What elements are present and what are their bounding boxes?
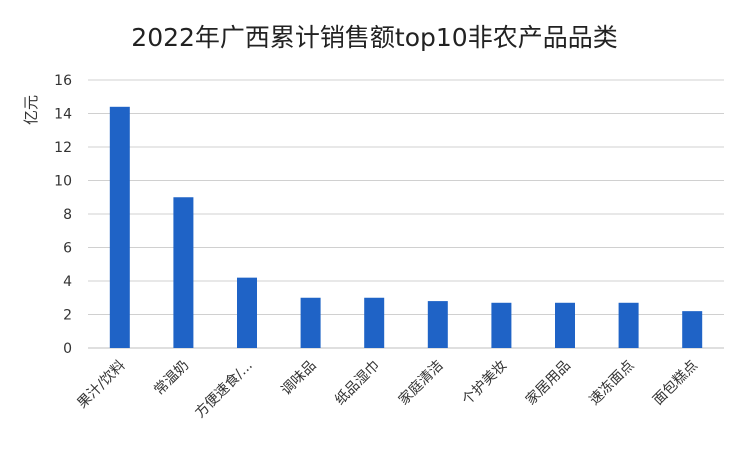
y-tick-label: 12 bbox=[54, 140, 72, 156]
x-tick-label: 个护美妆 bbox=[459, 358, 510, 409]
bar bbox=[427, 301, 448, 348]
y-tick-label: 8 bbox=[63, 207, 72, 223]
x-tick-label: 调味品 bbox=[278, 358, 319, 399]
x-tick-label: 面包糕点 bbox=[650, 358, 701, 409]
y-tick-label: 10 bbox=[54, 174, 72, 190]
x-tick-label: 纸品湿巾 bbox=[332, 358, 383, 409]
x-tick-label: 家庭清洁 bbox=[395, 357, 447, 409]
bar bbox=[555, 302, 575, 348]
y-tick-label: 2 bbox=[63, 308, 72, 324]
y-tick-label: 0 bbox=[63, 341, 72, 357]
y-tick-label: 14 bbox=[54, 107, 72, 123]
bar bbox=[300, 297, 321, 348]
x-tick-label: 常温奶 bbox=[151, 358, 192, 399]
bar bbox=[109, 106, 130, 348]
y-tick-label: 16 bbox=[54, 73, 72, 89]
y-tick-label: 6 bbox=[63, 241, 72, 257]
bar bbox=[364, 297, 385, 348]
bar bbox=[237, 277, 257, 348]
chart-title: 2022年广西累计销售额top10非农产品品类 bbox=[131, 23, 618, 52]
y-tick-label: 4 bbox=[63, 274, 72, 290]
bar bbox=[618, 302, 639, 348]
x-tick-label: 家居用品 bbox=[522, 357, 574, 409]
x-tick-label: 速冻面点 bbox=[586, 357, 638, 409]
bar bbox=[173, 197, 194, 348]
bar bbox=[491, 302, 512, 348]
x-tick-label: 果汁/饮料 bbox=[74, 358, 128, 412]
x-tick-label: 方便速食/... bbox=[191, 357, 255, 421]
bar bbox=[682, 311, 703, 348]
